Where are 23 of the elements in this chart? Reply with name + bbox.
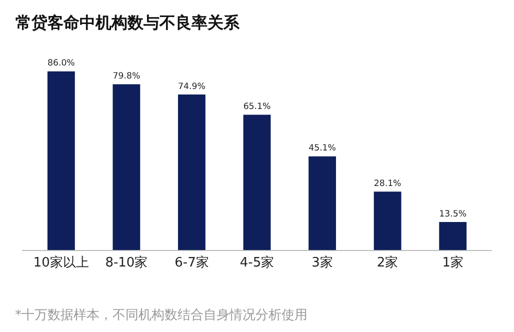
chart-title: 常贷客命中机构数与不良率关系 (15, 12, 240, 32)
text: *十万数据样本，不同机构数结合自身情况分析使用 (15, 308, 308, 323)
bar (47, 71, 75, 250)
x-tick-label: 4-5家 (240, 254, 274, 271)
data-label: 28.1% (374, 178, 402, 189)
x-tick-label: 10家以上 (33, 254, 89, 271)
bar (112, 84, 140, 250)
data-label: 86.0% (47, 58, 75, 69)
data-label: 45.1% (308, 144, 336, 154)
x-tick-label: 6-7家 (174, 254, 209, 271)
x-tick-label: 2家 (376, 254, 398, 271)
data-label: 74.9% (178, 82, 206, 92)
x-tick-label: 8-10家 (105, 254, 148, 271)
bar (243, 114, 271, 250)
data-label: 65.1% (243, 102, 271, 112)
bar (178, 94, 206, 250)
x-tick-label: 3家 (312, 254, 333, 271)
data-label: 13.5% (439, 209, 467, 220)
bar (308, 156, 336, 250)
bar (374, 192, 402, 250)
x-tick-label: 1家 (442, 254, 464, 271)
bar (439, 222, 467, 250)
data-label: 79.8% (112, 72, 140, 82)
